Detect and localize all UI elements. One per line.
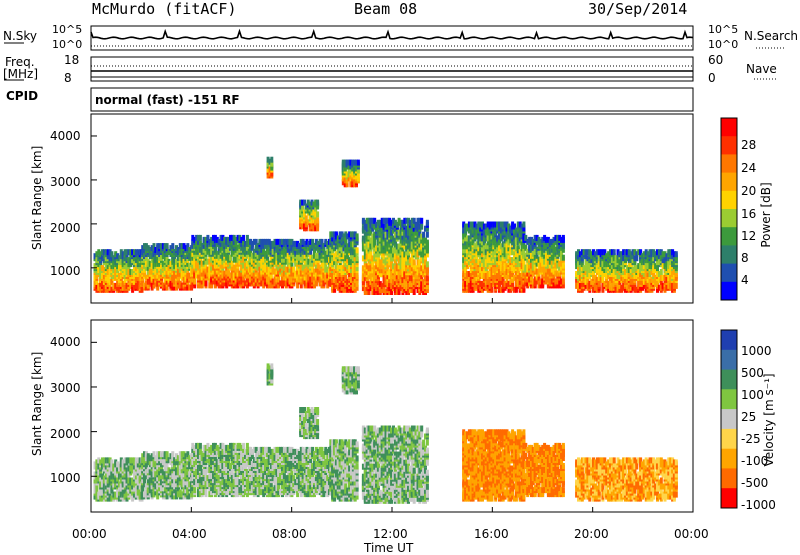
power-cell	[426, 275, 429, 281]
power-cell	[613, 249, 616, 255]
power-cell	[562, 235, 565, 241]
power-cell	[522, 222, 525, 228]
power-cell	[426, 232, 429, 238]
power-cell	[205, 280, 208, 286]
power-cell	[356, 255, 359, 261]
power-cell	[675, 251, 678, 257]
power-cell	[562, 279, 565, 285]
power-cell	[357, 175, 360, 181]
power-cell	[270, 157, 273, 163]
power-cell	[675, 283, 678, 289]
power-cell	[166, 243, 169, 249]
power-cell	[356, 233, 359, 239]
nsky-trace	[91, 31, 693, 39]
power-cell	[171, 243, 174, 249]
cpid-panel-frame	[91, 88, 693, 111]
power-cell	[413, 259, 416, 265]
power-cell	[242, 235, 245, 241]
power-cell	[357, 160, 360, 166]
power-cell	[426, 240, 429, 246]
power-cell	[426, 220, 429, 226]
power-cell	[420, 218, 423, 224]
power-cell	[422, 232, 425, 238]
power-cell	[420, 224, 423, 230]
power-cell	[426, 261, 429, 267]
power-cell	[562, 263, 565, 269]
power-cell	[356, 247, 359, 253]
power-cell	[660, 269, 663, 275]
power-cell	[413, 289, 416, 295]
power-cell	[356, 273, 359, 279]
power-cell	[562, 255, 565, 261]
power-cell	[199, 235, 202, 241]
